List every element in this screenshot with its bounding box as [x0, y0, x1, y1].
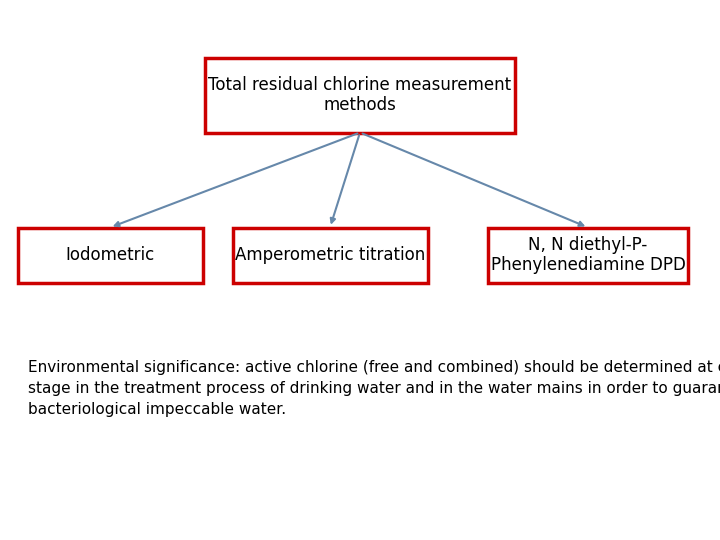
- Text: Total residual chlorine measurement
methods: Total residual chlorine measurement meth…: [208, 76, 512, 114]
- FancyBboxPatch shape: [488, 227, 688, 282]
- Text: Environmental significance: active chlorine (free and combined) should be determ: Environmental significance: active chlor…: [28, 360, 720, 417]
- FancyBboxPatch shape: [233, 227, 428, 282]
- FancyBboxPatch shape: [17, 227, 202, 282]
- Text: Iodometric: Iodometric: [66, 246, 155, 264]
- Text: Amperometric titration: Amperometric titration: [235, 246, 425, 264]
- FancyBboxPatch shape: [205, 57, 515, 132]
- Text: N, N diethyl-P-
Phenylenediamine DPD: N, N diethyl-P- Phenylenediamine DPD: [490, 235, 685, 274]
